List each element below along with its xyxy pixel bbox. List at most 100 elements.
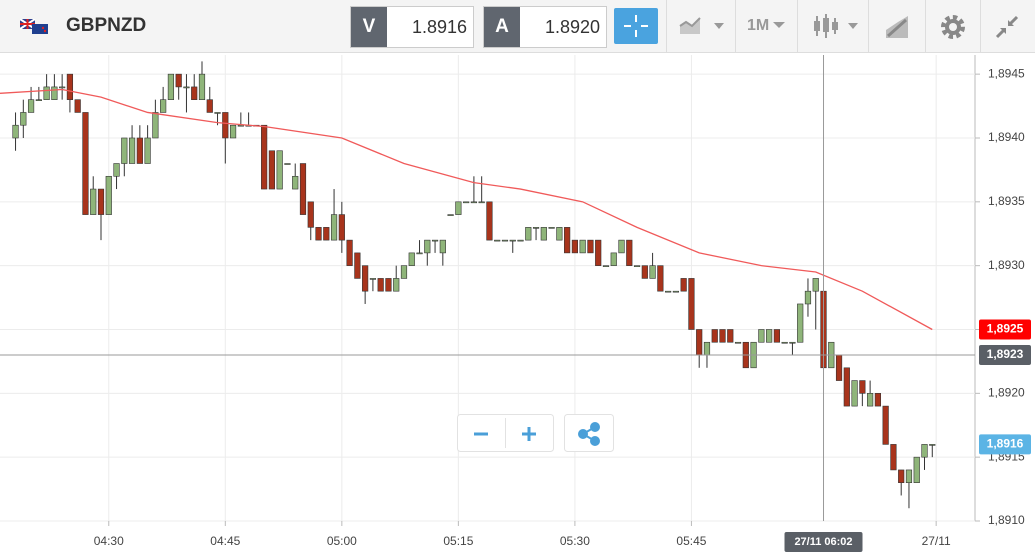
candle-body [121,137,128,164]
price-tag [979,319,1031,340]
candle-body [913,456,920,483]
candle-body [27,99,35,113]
candle-body [346,239,353,266]
x-tick-label: 05:15 [443,534,473,548]
x-tick-label: 05:00 [327,534,357,548]
candle-body [835,354,843,381]
candle-body [307,201,314,228]
candle-body [696,329,703,356]
candle-body [758,329,765,343]
candle-body [719,329,726,343]
price-tag [979,434,1031,455]
candle-body [59,86,66,89]
candle-body [330,214,338,241]
candle-body [113,163,120,177]
candle-body [377,278,384,292]
candle-body [292,175,299,190]
collapse-button[interactable] [994,14,1020,40]
buy-price: 1.8920 [544,17,600,37]
candle-body [929,444,936,446]
price-tag [979,345,1031,366]
sell-label: V [351,7,387,47]
candle-body [323,227,330,241]
candle-type-button[interactable] [812,12,862,40]
share-button[interactable] [578,422,600,446]
candle-body [494,239,501,242]
candle-body [804,290,812,305]
candle-body [66,73,74,100]
crosshair-time-tag [784,532,863,552]
y-tick-label: 1,8945 [988,66,1025,80]
candle-body [35,99,42,101]
candle-body [90,188,97,215]
candle-body [51,86,58,100]
candle-body [385,278,392,292]
x-tick-label: 05:30 [560,534,590,548]
candle-body [470,201,478,204]
candle-body [789,341,796,344]
candle-body [198,73,206,100]
zoom-in[interactable] [522,427,536,441]
candle-body [703,341,711,356]
timeframe[interactable]: 1M [747,17,770,34]
candle-body [486,201,493,241]
candle-body [408,252,415,266]
candle-body [362,265,369,292]
y-tick-label: 1,8910 [988,513,1025,527]
candle-body [455,201,462,215]
candle-body [680,278,687,292]
candle-body [431,239,439,242]
candle-body [905,469,913,483]
chart-type-button[interactable] [676,14,726,38]
candle-body [517,239,524,242]
candle-body [626,239,633,266]
candle-body [284,163,291,165]
candle-body [299,163,307,215]
candle-body [633,265,641,267]
draw-button[interactable] [884,14,912,40]
candle-body [105,175,112,215]
candle-body [859,380,866,394]
candle-body [781,341,788,344]
candle-body [416,252,423,255]
candle-body [315,227,322,241]
candle-body [766,329,773,343]
y-tick-label: 1,8920 [988,386,1025,400]
buy-box[interactable]: A 1.8920 [483,6,607,48]
candle-body [424,239,431,254]
sell-price: 1.8916 [411,17,467,37]
candle-body [160,99,167,113]
timeframe-caret [773,22,785,28]
y-tick-label: 1,8940 [988,130,1025,144]
zoom-controls [457,414,614,452]
buy-label: A [484,7,520,47]
candle-body [128,137,136,164]
sell-box[interactable]: V 1.8916 [350,6,474,48]
candle-body [890,444,897,471]
candle-body [602,265,610,267]
candle-body [540,227,547,241]
candle-body [727,329,734,343]
candle-body [649,265,656,279]
candle-body [525,227,532,241]
crosshair-button[interactable] [614,8,658,44]
candle-body [152,112,159,139]
candle-body [688,278,695,330]
candle-body [97,188,105,215]
flag-icon [20,19,48,34]
toolbar: GBPNZD V 1.8916 A 1.8920 1M [0,0,1035,53]
settings-button[interactable] [939,13,967,41]
candle-body [191,86,198,100]
candle-body [921,444,928,458]
candle-body [548,227,555,229]
x-tick-label: 04:30 [94,534,124,548]
candle-body [843,367,850,407]
candle-body [20,112,27,126]
candle-body [222,112,229,139]
y-tick-label: 1,8935 [988,194,1025,208]
candle-body [595,239,602,266]
candle-body [509,239,516,242]
candle-body [618,239,625,254]
